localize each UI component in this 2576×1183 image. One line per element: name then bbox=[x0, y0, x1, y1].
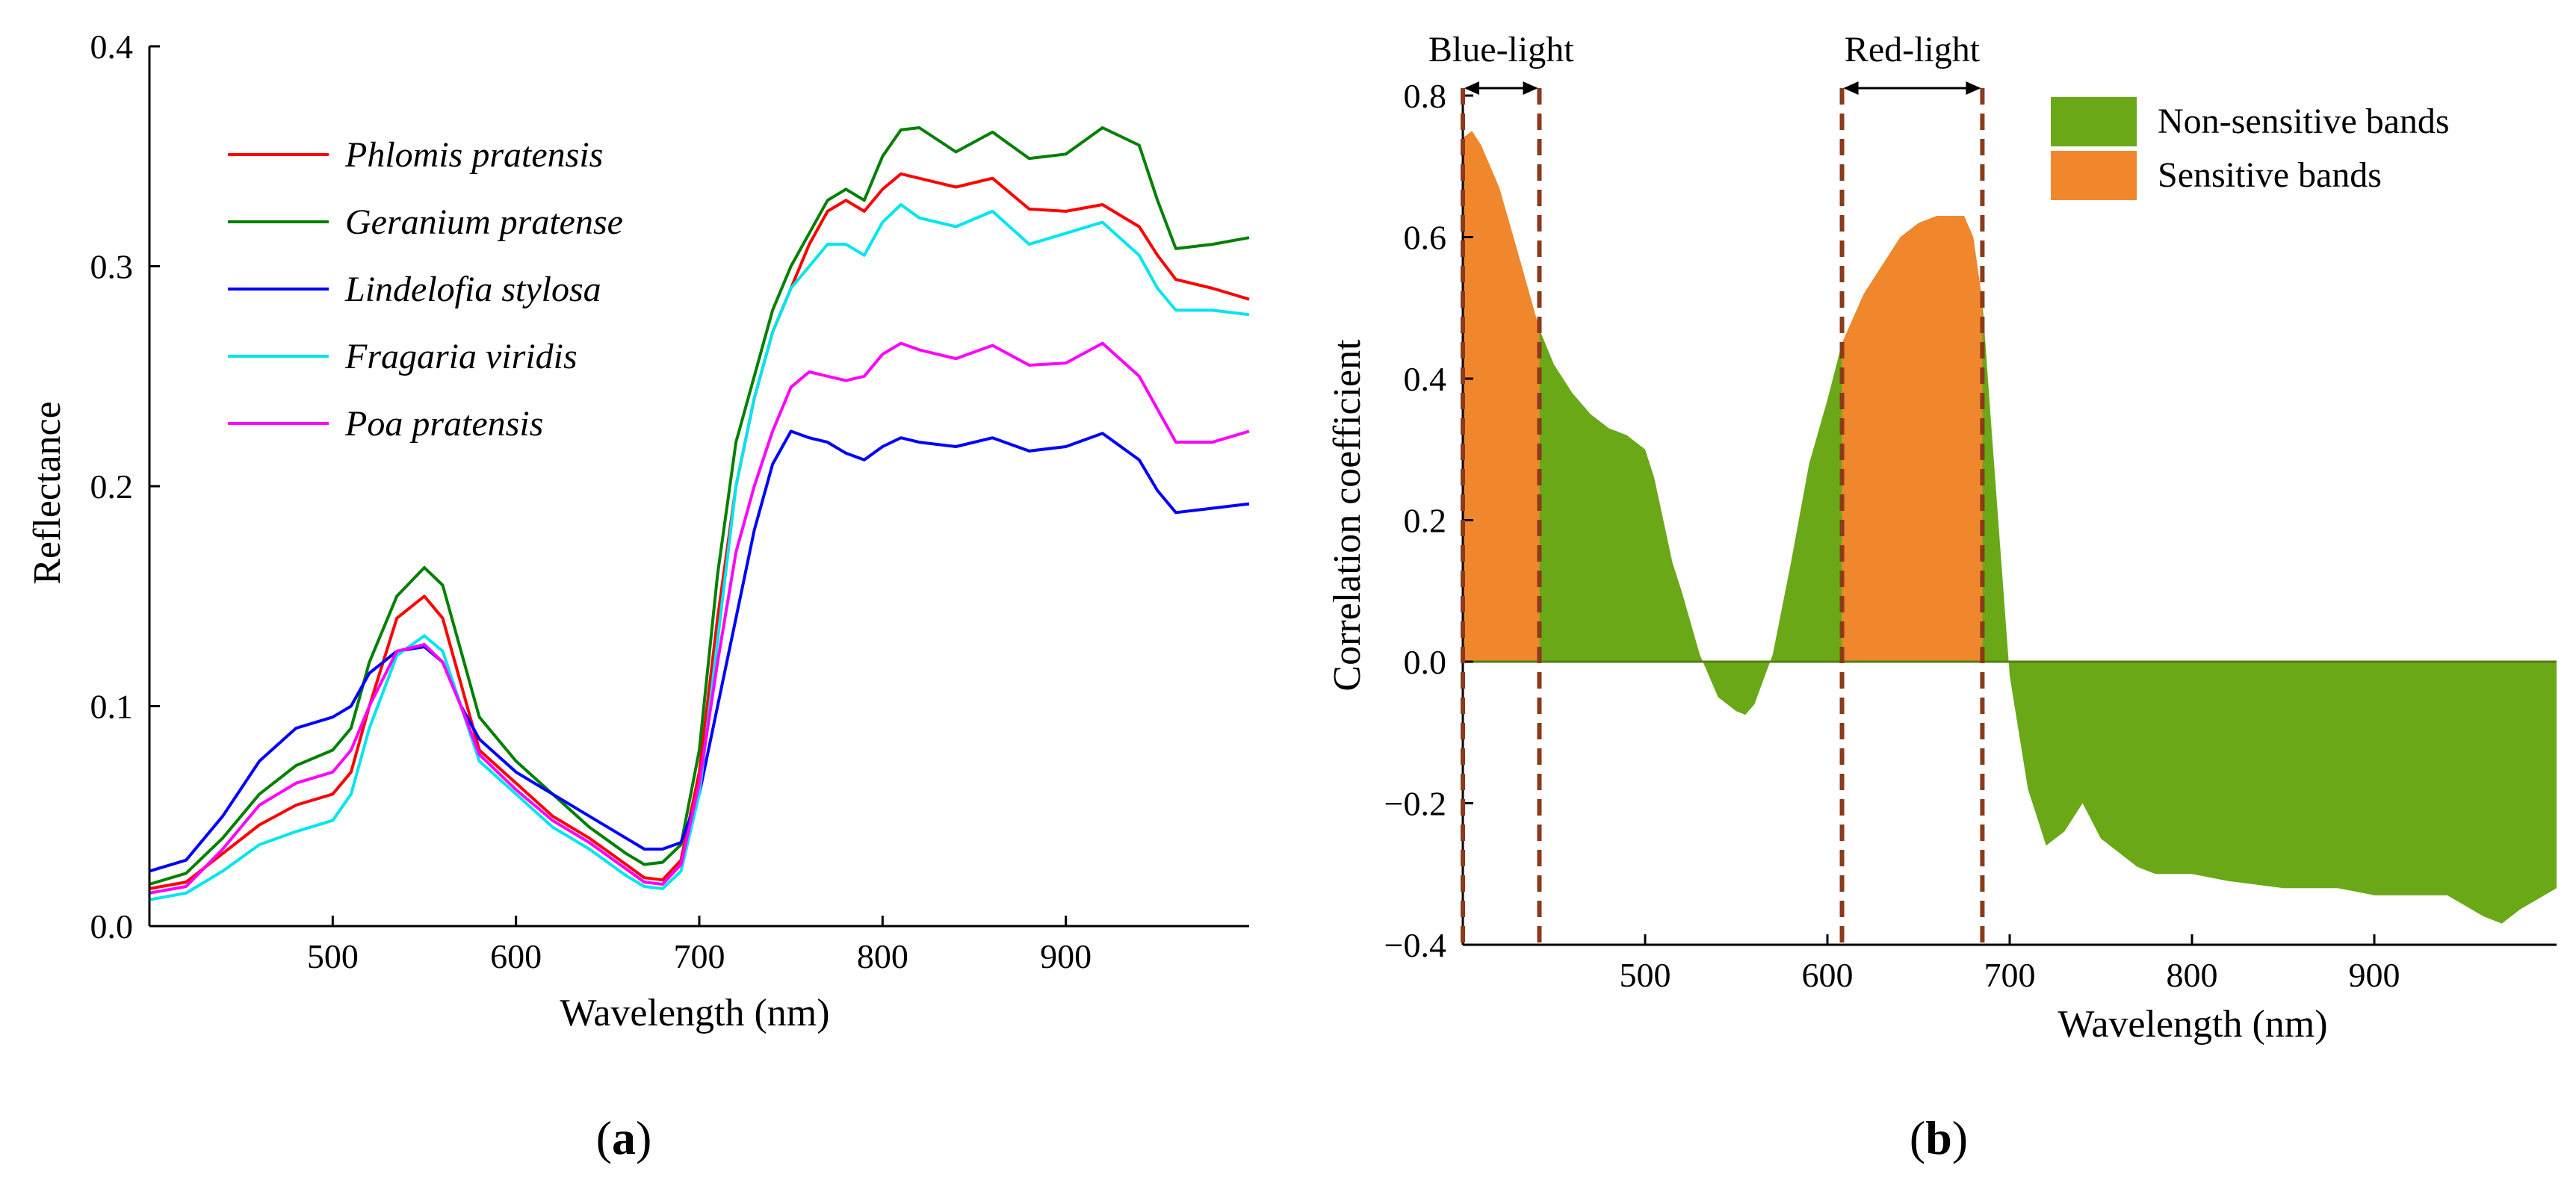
series-line-poa-pratensis bbox=[149, 341, 1250, 895]
panel-b-legend: Non-sensitive bands Sensitive bands bbox=[2051, 97, 2450, 200]
panel-a-x-tick-label: 900 bbox=[1040, 937, 1092, 975]
panel-a-x-tick-label: 600 bbox=[490, 937, 542, 975]
legend-label-geranium-pratense: Geranium pratense bbox=[345, 202, 623, 242]
panel-a-y-tick-label: 0.2 bbox=[90, 468, 134, 506]
panel-a-x-tick-label: 500 bbox=[307, 937, 359, 975]
panel-a-y-tick-label: 0.1 bbox=[90, 688, 134, 726]
panel-b-x-tick-label: 900 bbox=[2349, 956, 2400, 994]
non-sensitive-area bbox=[1463, 131, 2557, 924]
series-line-geranium-pratense bbox=[149, 126, 1250, 886]
panel-a-line-chart: 500 600 700 800 900 0.0 0.1 0.2 0.3 0.4 Phlomis p… bbox=[26, 28, 1250, 1164]
band-arrowhead-right bbox=[1966, 81, 1981, 95]
panel-b-y-axis-label: Correlation coefficient bbox=[1326, 339, 1369, 692]
sensitive-area-blue-light bbox=[1463, 131, 1540, 662]
legend-label-non-sensitive-bands: Non-sensitive bands bbox=[2158, 102, 2450, 141]
panel-b-y-tick-label: −0.4 bbox=[1384, 926, 1446, 964]
panel-b-x-tick-label: 600 bbox=[1802, 956, 1854, 994]
panel-a-axes: 500 600 700 800 900 0.0 0.1 0.2 0.3 0.4 bbox=[90, 28, 1249, 975]
correlation-area-group bbox=[1463, 131, 2557, 924]
legend-label-phlomis-pratensis: Phlomis pratensis bbox=[344, 135, 603, 175]
panel-b-y-tick-label: 0.0 bbox=[1404, 643, 1447, 681]
panel-b-letter: b bbox=[1925, 1111, 1952, 1164]
panel-a-x-tick-label: 800 bbox=[857, 937, 908, 975]
panel-a-label: (a) bbox=[596, 1111, 652, 1164]
panel-b-x-axis-label: Wavelength (nm) bbox=[2058, 1003, 2327, 1046]
legend-swatch-sensitive-bands bbox=[2051, 151, 2137, 200]
panel-b-y-tick-label: −0.2 bbox=[1384, 785, 1446, 823]
series-line-lindelofia-stylosa bbox=[149, 429, 1250, 873]
panel-b-y-tick-label: 0.8 bbox=[1404, 77, 1447, 115]
legend-label-lindelofia-stylosa: Lindelofia stylosa bbox=[344, 270, 601, 309]
panel-b-x-tick-label: 700 bbox=[1984, 956, 2036, 994]
legend-label-fragaria-viridis: Fragaria viridis bbox=[344, 337, 578, 376]
panel-a-y-tick-label: 0.4 bbox=[90, 28, 134, 66]
band-label-blue-light: Blue-light bbox=[1428, 30, 1574, 69]
panel-b-x-tick-label: 500 bbox=[1620, 956, 1671, 994]
panel-b-axes: 500 600 700 800 900 −0.4 −0.2 0.0 0.2 0.4 0.6 0.8 bbox=[1384, 77, 2557, 994]
band-arrowhead-left bbox=[1464, 81, 1479, 95]
panel-b-y-tick-label: 0.2 bbox=[1404, 502, 1447, 540]
legend-swatch-non-sensitive-bands bbox=[2051, 97, 2137, 146]
panel-b-label: (b) bbox=[1910, 1111, 1968, 1164]
sensitive-band-markers: Blue-light Red-light bbox=[1428, 30, 1985, 945]
legend-label-sensitive-bands: Sensitive bands bbox=[2158, 155, 2382, 195]
band-arrowhead-left bbox=[1843, 81, 1859, 95]
band-arrowhead-right bbox=[1523, 81, 1538, 95]
panel-a-x-axis-label: Wavelength (nm) bbox=[560, 992, 829, 1034]
band-label-red-light: Red-light bbox=[1845, 30, 1981, 69]
sensitive-area-red-light bbox=[1842, 216, 1983, 662]
panel-a-y-tick-label: 0.0 bbox=[90, 907, 134, 946]
panel-b-y-tick-label: 0.4 bbox=[1404, 360, 1447, 398]
panel-a-y-axis-label: Reflectance bbox=[26, 401, 69, 584]
panel-a-letter: a bbox=[612, 1111, 636, 1164]
panel-a-y-tick-label: 0.3 bbox=[90, 248, 134, 286]
panel-b-x-tick-label: 800 bbox=[2167, 956, 2218, 994]
legend-label-poa-pratensis: Poa pratensis bbox=[344, 404, 543, 444]
series-line-fragaria-viridis bbox=[149, 203, 1250, 901]
reflectance-series-group bbox=[149, 126, 1250, 901]
panel-a-legend: Phlomis pratensis Geranium pratense Lindel… bbox=[228, 135, 623, 444]
panel-b-area-chart: 500 600 700 800 900 −0.4 −0.2 0.0 0.2 0.4 0.6 0.8 B… bbox=[1326, 30, 2557, 1164]
panel-a-x-tick-label: 700 bbox=[674, 937, 725, 975]
panel-b-y-tick-label: 0.6 bbox=[1404, 219, 1447, 257]
